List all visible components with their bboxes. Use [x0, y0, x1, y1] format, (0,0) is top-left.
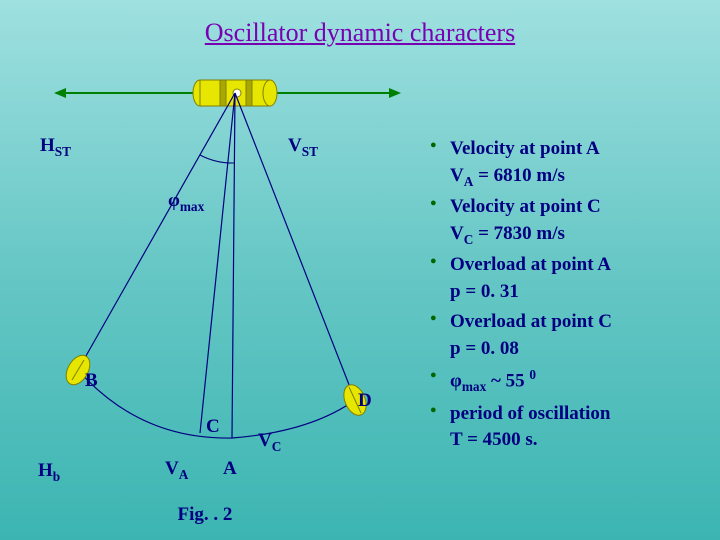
label-VA: VA	[165, 458, 188, 483]
pendulum-diagram	[0, 0, 420, 480]
label-HST: HST	[40, 135, 71, 160]
label-phimax: φmax	[168, 190, 204, 215]
bullet-item-cont: T = 4500 s.	[430, 426, 700, 455]
rod-arrow-right	[389, 88, 401, 98]
phi-arc	[200, 155, 235, 163]
bullet-item: Velocity at point A	[430, 135, 700, 164]
bullet-item: φmax ~ 55 0	[430, 365, 700, 397]
bullet-item: Velocity at point C	[430, 193, 700, 222]
bullet-item: period of oscillation	[430, 400, 700, 429]
bullet-item-cont: VC = 7830 m/s	[430, 220, 700, 250]
bullet-item-cont: p = 0. 08	[430, 335, 700, 364]
label-VC: VC	[258, 430, 281, 455]
bullet-list: Velocity at point AVA = 6810 m/sVelocity…	[430, 135, 700, 457]
bullet-item: Overload at point A	[430, 251, 700, 280]
label-Hb: Hb	[38, 460, 60, 485]
label-D: D	[358, 390, 372, 412]
label-VST: VST	[288, 135, 318, 160]
rod-arrow-left	[54, 88, 66, 98]
line-to-B	[78, 93, 235, 370]
bullet-item-cont: VA = 6810 m/s	[430, 162, 700, 192]
bullet-item-cont: p = 0. 31	[430, 278, 700, 307]
bullet-item: Overload at point C	[430, 308, 700, 337]
line-to-A	[232, 93, 235, 438]
label-B: B	[85, 370, 98, 392]
label-C: C	[206, 416, 220, 438]
line-to-C	[200, 93, 235, 433]
figure-caption: Fig. . 2	[0, 504, 410, 526]
label-A: A	[223, 458, 237, 480]
